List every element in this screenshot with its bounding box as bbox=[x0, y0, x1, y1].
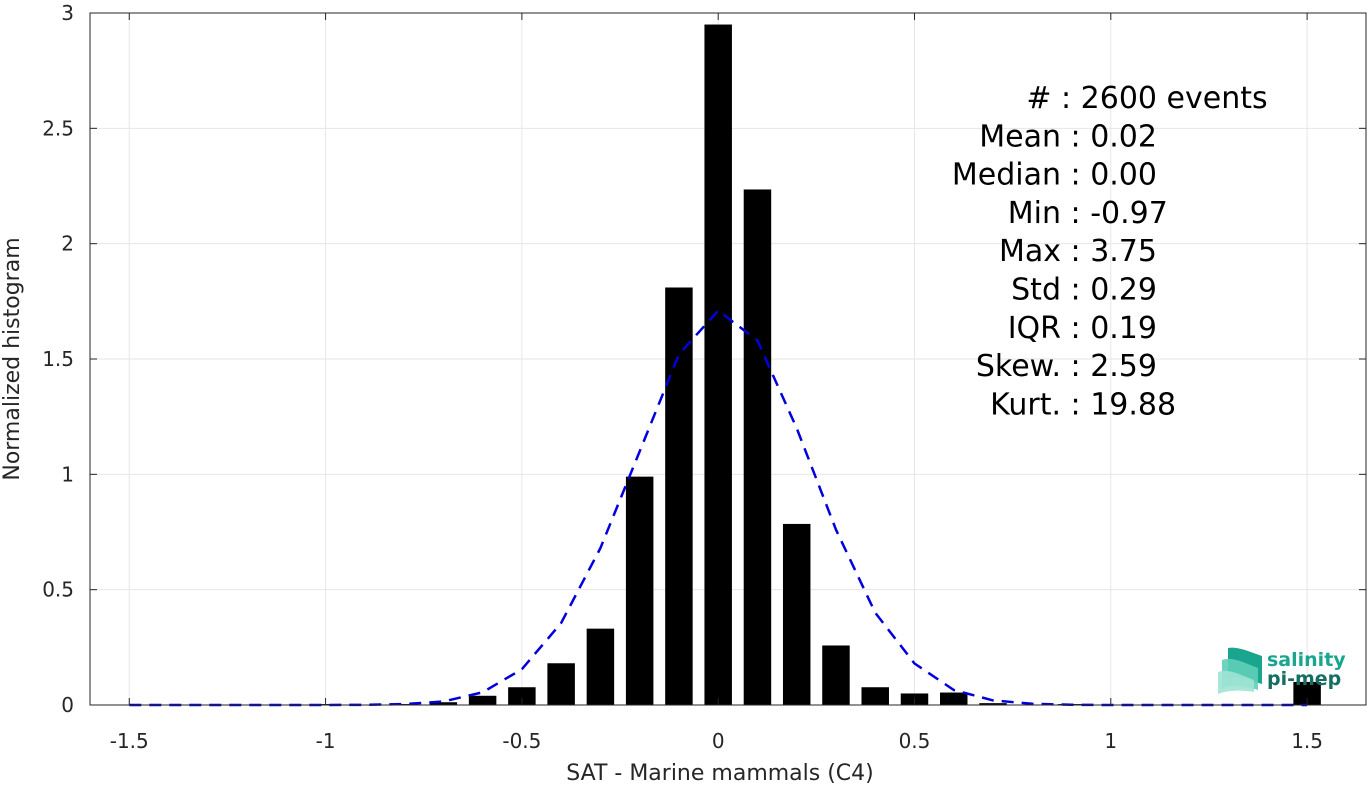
stat-value: 2600 events bbox=[1081, 81, 1268, 116]
histogram-bar bbox=[782, 523, 811, 705]
logo-text-salinity: salinity bbox=[1267, 649, 1346, 671]
stat-row: Max : 3.75 bbox=[999, 234, 1157, 269]
stat-separator: : bbox=[1061, 196, 1090, 231]
wave-icon bbox=[1218, 647, 1262, 694]
stat-row: Std : 0.29 bbox=[1011, 273, 1157, 308]
y-tick-label: 2 bbox=[61, 232, 74, 256]
stat-value: 0.19 bbox=[1090, 311, 1157, 346]
y-tick-label: 2.5 bbox=[42, 116, 74, 140]
stat-label: Median bbox=[952, 158, 1061, 193]
y-axis-ticks: 0 0.5 1 1.5 2 2.5 3 bbox=[42, 1, 1366, 717]
histogram-bar bbox=[979, 703, 1007, 705]
x-tick-label: -0.5 bbox=[502, 729, 541, 753]
histogram-bar bbox=[940, 692, 968, 705]
stat-row: Mean : 0.02 bbox=[979, 119, 1157, 154]
wave-layer-front bbox=[1218, 670, 1254, 694]
histogram-bar bbox=[822, 645, 850, 705]
y-tick-label: 0 bbox=[61, 693, 74, 717]
stat-value: 0.02 bbox=[1090, 119, 1157, 154]
histogram-bar bbox=[586, 628, 615, 705]
histogram-bar bbox=[665, 287, 693, 705]
histogram-bar bbox=[743, 189, 772, 705]
x-axis-ticks: -1.5 -1 -0.5 0 0.5 1 1.5 bbox=[110, 13, 1323, 753]
y-axis-label: Normalized histogram bbox=[0, 237, 25, 480]
stat-value: 19.88 bbox=[1090, 387, 1176, 422]
histogram-bar bbox=[704, 24, 732, 706]
histogram-bar bbox=[625, 476, 654, 705]
stat-row: IQR : 0.19 bbox=[1008, 311, 1157, 346]
x-tick-label: -1 bbox=[316, 729, 336, 753]
stat-row: Min : -0.97 bbox=[1008, 196, 1168, 231]
stat-label: Std bbox=[1011, 273, 1061, 308]
stat-label: # bbox=[1026, 81, 1061, 116]
stat-label: Skew. bbox=[976, 349, 1061, 384]
logo-text-pi-mep: pi-mep bbox=[1267, 668, 1341, 690]
stat-separator: : bbox=[1061, 311, 1090, 346]
y-tick-label: 1 bbox=[61, 462, 74, 486]
histogram-bar bbox=[429, 702, 458, 705]
stat-value: -0.97 bbox=[1090, 196, 1168, 231]
stat-separator: : bbox=[1061, 119, 1090, 154]
x-tick-label: -1.5 bbox=[110, 729, 149, 753]
stat-row: # : 2600 events bbox=[1026, 81, 1267, 116]
stat-separator: : bbox=[1061, 273, 1090, 308]
histogram-bar bbox=[1293, 681, 1321, 705]
stat-separator: : bbox=[1061, 81, 1081, 116]
stat-separator: : bbox=[1061, 234, 1090, 269]
stat-separator: : bbox=[1061, 349, 1090, 384]
x-axis-label: SAT - Marine mammals (C4) bbox=[566, 761, 874, 785]
stat-label: Mean bbox=[979, 119, 1061, 154]
stat-value: 0.00 bbox=[1090, 158, 1157, 193]
stat-separator: : bbox=[1061, 387, 1090, 422]
stat-label: Kurt. bbox=[990, 387, 1061, 422]
y-tick-label: 1.5 bbox=[42, 347, 74, 371]
histogram-bar bbox=[547, 663, 575, 705]
x-tick-label: 1.5 bbox=[1291, 729, 1323, 753]
x-tick-label: 0 bbox=[712, 729, 725, 753]
salinity-pi-mep-logo: salinity pi-mep bbox=[1218, 647, 1346, 694]
stat-value: 2.59 bbox=[1090, 349, 1157, 384]
histogram-bar bbox=[861, 687, 889, 705]
histogram-bar bbox=[468, 695, 497, 705]
stat-value: 3.75 bbox=[1090, 234, 1157, 269]
histogram-bars bbox=[311, 24, 1321, 706]
y-tick-label: 3 bbox=[61, 1, 74, 25]
stat-label: Max bbox=[999, 234, 1061, 269]
stat-row: Skew. : 2.59 bbox=[976, 349, 1157, 384]
y-tick-label: 0.5 bbox=[42, 578, 74, 602]
stat-label: Min bbox=[1008, 196, 1061, 231]
histogram-bar bbox=[508, 687, 536, 705]
stat-row: Median : 0.00 bbox=[952, 158, 1157, 193]
x-tick-label: 1 bbox=[1104, 729, 1117, 753]
stat-label: IQR bbox=[1008, 311, 1061, 346]
stat-separator: : bbox=[1061, 158, 1090, 193]
stat-value: 0.29 bbox=[1090, 273, 1157, 308]
x-tick-label: 0.5 bbox=[899, 729, 931, 753]
stat-row: Kurt. : 19.88 bbox=[990, 387, 1176, 422]
